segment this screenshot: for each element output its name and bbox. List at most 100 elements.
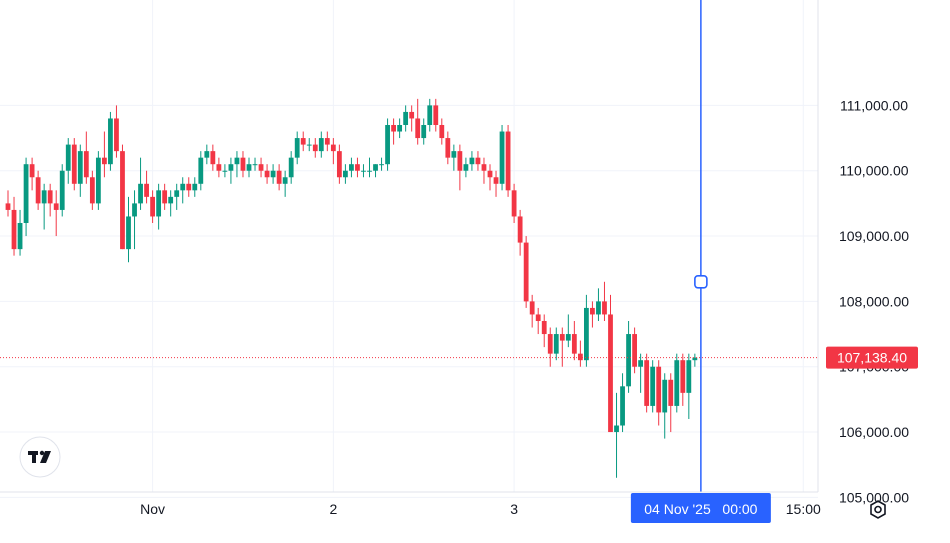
candle (234, 151, 240, 178)
candle-body (47, 190, 53, 204)
candle-body (596, 301, 601, 315)
candle (192, 177, 198, 197)
x-tick-label: 2 (329, 501, 337, 517)
candle-body (150, 196, 155, 217)
candle-body (132, 203, 137, 217)
candle (71, 138, 77, 191)
candle-body (397, 124, 403, 132)
candle-body (204, 151, 210, 158)
candle-body (602, 301, 607, 315)
candle-body (17, 222, 23, 250)
candle-body (318, 138, 324, 152)
candle-body (210, 151, 216, 165)
candle (367, 157, 372, 178)
candle (264, 164, 270, 184)
candle-body (77, 151, 83, 184)
candle-body (608, 314, 613, 433)
candle-body (35, 177, 41, 204)
candle-body (415, 118, 421, 139)
candle (174, 183, 180, 210)
y-tick-label: 105,000.00 (839, 489, 909, 505)
candle-body (89, 177, 95, 204)
candle-body (174, 190, 180, 197)
candle-body (403, 111, 409, 125)
candle (656, 360, 662, 426)
candle-body (108, 118, 113, 165)
y-tick-label: 108,000.00 (839, 293, 909, 309)
candle-body (288, 157, 294, 178)
x-tick-label: 15:00 (786, 501, 821, 517)
candle (469, 151, 475, 171)
candle-body (439, 124, 445, 139)
candle-body (523, 242, 529, 302)
candle-body (264, 170, 270, 178)
candle (318, 131, 324, 158)
candle (614, 392, 619, 478)
candle (680, 353, 686, 406)
candle-body (644, 360, 650, 406)
candle (493, 170, 499, 197)
candle (252, 157, 258, 171)
candle (306, 138, 312, 152)
candle-body (505, 131, 511, 191)
candle (553, 327, 559, 361)
candle-body (102, 157, 107, 165)
y-tick-label: 110,000.00 (839, 163, 908, 179)
candle (126, 196, 131, 263)
candle (186, 177, 192, 197)
candle (650, 360, 656, 413)
axes: 111,000.00 110,000.00 109,000.00 108,000.00… (0, 0, 909, 517)
candle-body (324, 138, 330, 145)
y-tick-label: 106,000.00 (839, 424, 909, 440)
candle (668, 373, 674, 433)
candle (23, 157, 29, 237)
candle (686, 353, 692, 419)
candle (445, 131, 451, 165)
candle (565, 314, 571, 348)
candle-body (312, 144, 318, 152)
candle (409, 105, 415, 132)
candle (662, 373, 668, 439)
candle-body (186, 183, 192, 191)
candle (511, 183, 517, 223)
crosshair-handle[interactable] (694, 274, 708, 289)
candle (373, 164, 378, 178)
settings-gear-icon[interactable] (870, 500, 886, 519)
candle (138, 157, 143, 210)
candle (626, 320, 631, 393)
candle-body (276, 170, 282, 184)
candle (463, 157, 469, 178)
candle (403, 105, 409, 132)
candle-body (306, 144, 312, 146)
candle (5, 190, 11, 217)
candle (349, 157, 354, 178)
candle-body (192, 183, 198, 191)
candle (77, 144, 83, 197)
candle-body (162, 190, 168, 204)
candle (17, 209, 23, 256)
candle (336, 144, 342, 184)
candle (89, 170, 95, 210)
candle-body (23, 164, 29, 223)
candle-body (156, 190, 162, 217)
candle-body (451, 151, 457, 158)
candle (222, 164, 228, 178)
candles (5, 98, 698, 478)
candle (535, 307, 541, 335)
candle (324, 131, 330, 152)
candle (361, 164, 366, 178)
candle-body (553, 334, 559, 354)
tradingview-logo-icon[interactable] (19, 436, 61, 478)
candle-body (668, 379, 674, 406)
candle (270, 164, 276, 184)
candle (355, 157, 360, 178)
candle (577, 340, 583, 367)
candle-body (355, 164, 360, 171)
candle-body (517, 216, 523, 243)
candle (47, 183, 53, 217)
y-tick-label: 109,000.00 (839, 228, 909, 244)
candle-body (198, 157, 204, 184)
candle (276, 164, 282, 191)
